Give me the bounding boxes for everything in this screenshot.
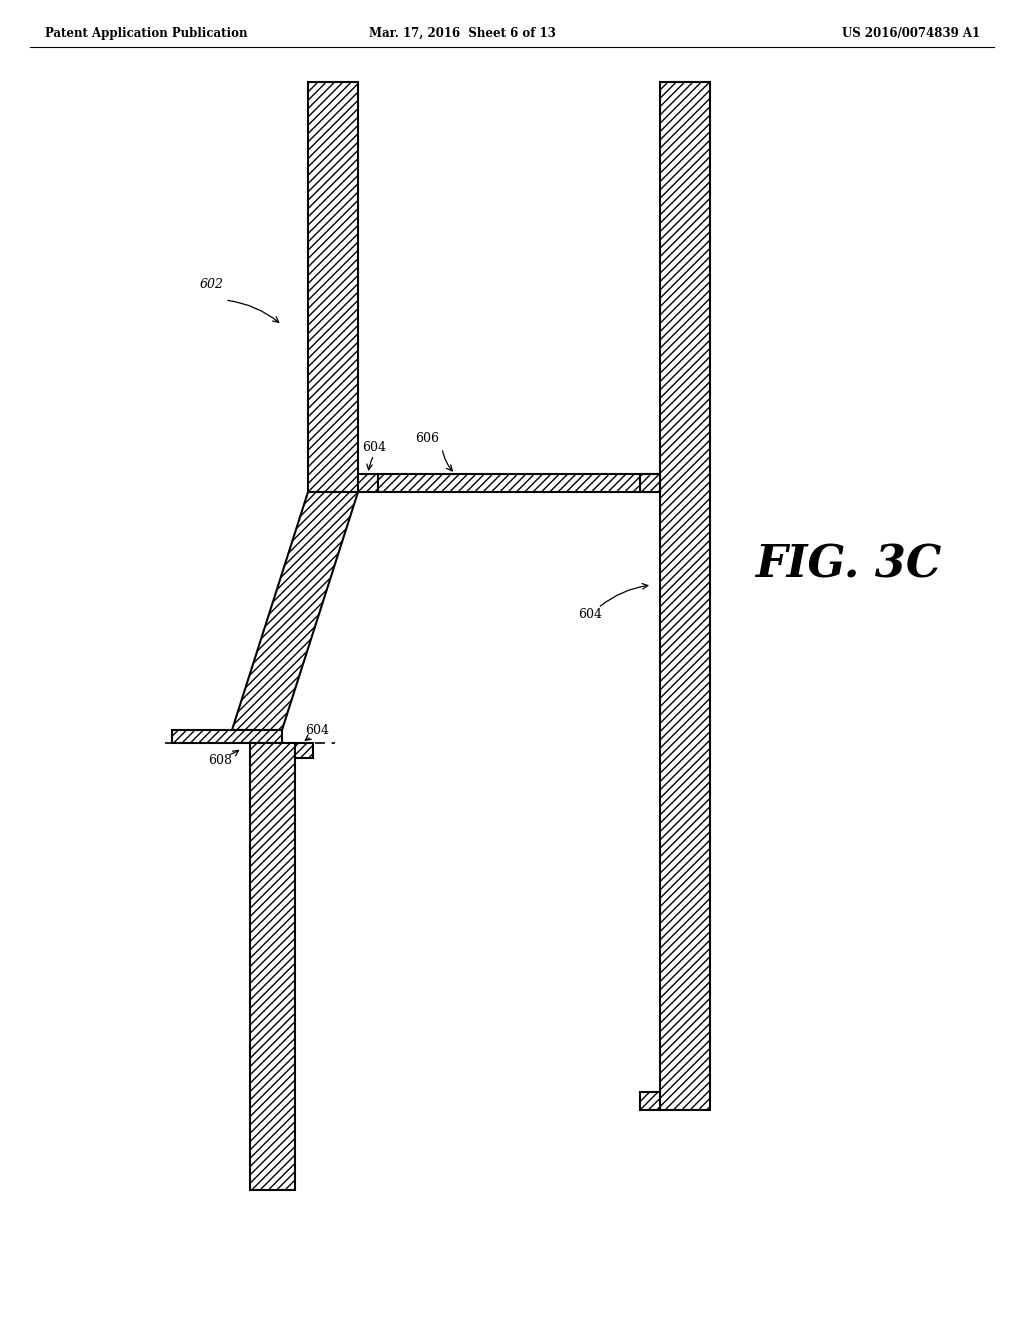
Text: Mar. 17, 2016  Sheet 6 of 13: Mar. 17, 2016 Sheet 6 of 13 bbox=[369, 26, 555, 40]
Text: 604: 604 bbox=[578, 609, 602, 622]
Text: 604: 604 bbox=[362, 441, 386, 454]
Text: 604: 604 bbox=[305, 723, 329, 737]
Polygon shape bbox=[232, 492, 358, 730]
Bar bbox=[640, 474, 660, 492]
Bar bbox=[660, 82, 710, 1110]
Text: 608: 608 bbox=[208, 754, 232, 767]
Bar bbox=[640, 1092, 660, 1110]
Text: FIG. 3C: FIG. 3C bbox=[755, 544, 941, 586]
Polygon shape bbox=[172, 730, 282, 743]
Bar bbox=[660, 82, 710, 1110]
Bar bbox=[358, 474, 378, 492]
Bar bbox=[295, 743, 313, 758]
Bar bbox=[308, 82, 358, 492]
Bar bbox=[378, 474, 660, 492]
Bar bbox=[308, 82, 358, 492]
Text: US 2016/0074839 A1: US 2016/0074839 A1 bbox=[842, 26, 980, 40]
Bar bbox=[640, 1092, 660, 1110]
Text: 606: 606 bbox=[415, 432, 439, 445]
Bar bbox=[640, 474, 660, 492]
Bar bbox=[250, 743, 295, 1191]
Text: Patent Application Publication: Patent Application Publication bbox=[45, 26, 248, 40]
Bar bbox=[250, 743, 295, 1191]
Text: 602: 602 bbox=[200, 279, 224, 292]
Bar bbox=[378, 474, 660, 492]
Bar bbox=[295, 743, 313, 758]
Bar bbox=[358, 474, 378, 492]
